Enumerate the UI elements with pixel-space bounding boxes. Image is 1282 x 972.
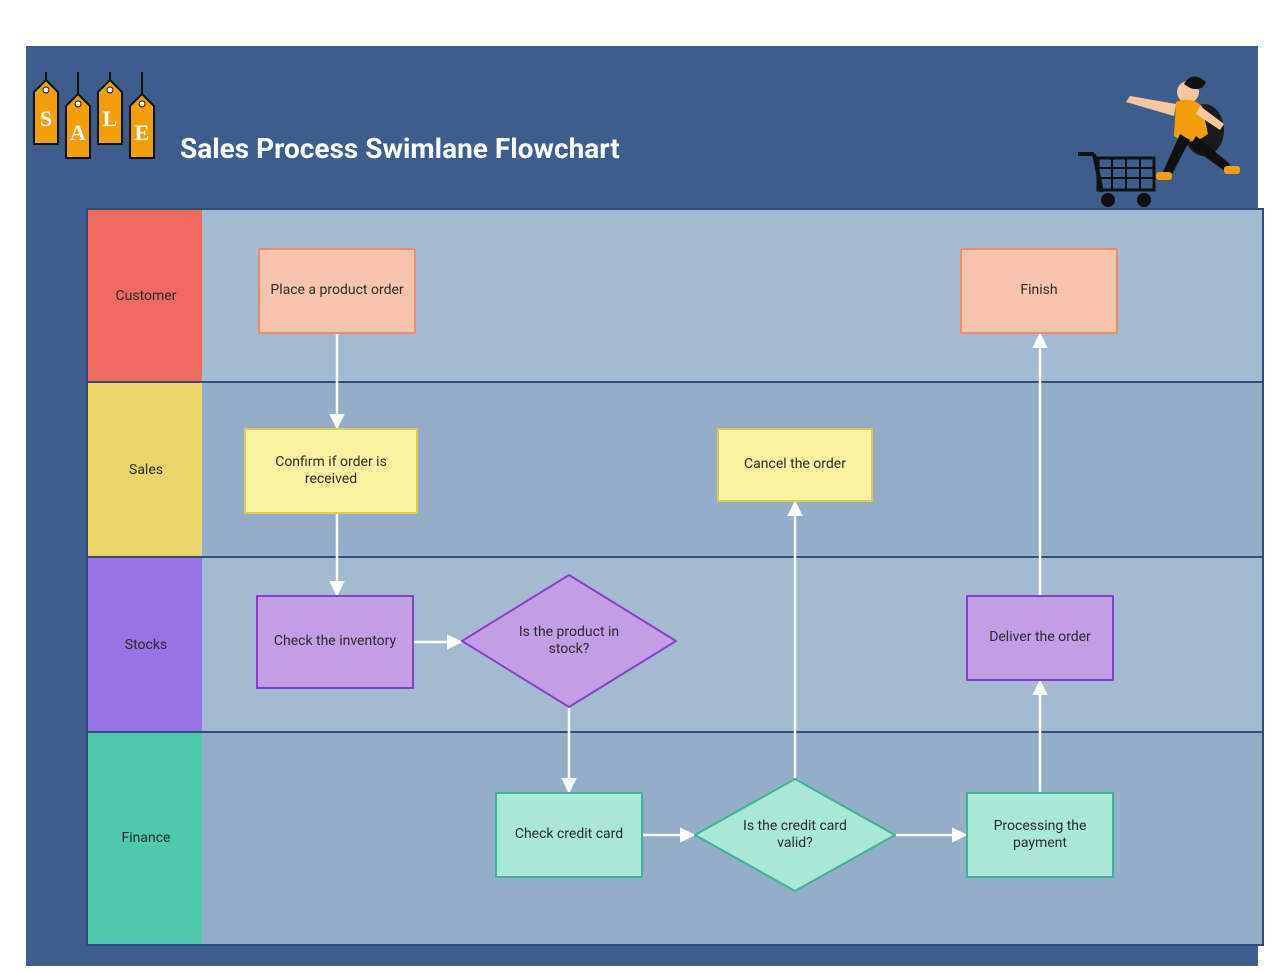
node-place: Place a product order	[258, 248, 416, 334]
svg-text:L: L	[103, 106, 118, 131]
lane-label-text: Stocks	[125, 637, 167, 655]
lane-label-stocks: Stocks	[86, 556, 204, 733]
node-instock: Is the product in stock?	[461, 574, 677, 708]
node-label: Processing the payment	[968, 814, 1112, 857]
lane-label-customer: Customer	[86, 208, 204, 383]
node-procpay: Processing the payment	[966, 792, 1114, 878]
node-label: Finish	[1014, 278, 1063, 304]
lane-label-text: Customer	[116, 288, 177, 306]
svg-text:S: S	[40, 106, 52, 131]
svg-text:A: A	[70, 120, 86, 145]
svg-text:E: E	[135, 120, 150, 145]
node-deliver: Deliver the order	[966, 595, 1114, 681]
lane-label-sales: Sales	[86, 381, 204, 558]
node-checkinv: Check the inventory	[256, 595, 414, 689]
node-label: Confirm if order is received	[246, 450, 416, 493]
node-label: Check the inventory	[268, 629, 402, 655]
node-finish: Finish	[960, 248, 1118, 334]
diagram-frame: Sales Process Swimlane Flowchart SALE Cust…	[26, 46, 1258, 966]
node-label: Check credit card	[509, 822, 629, 848]
node-cancel: Cancel the order	[717, 428, 873, 502]
shopper-cart-icon	[1072, 72, 1242, 212]
sale-tags-icon: SALE	[28, 72, 168, 182]
node-label: Deliver the order	[983, 625, 1097, 651]
lane-label-finance: Finance	[86, 731, 204, 946]
node-label: Is the product in stock?	[496, 620, 642, 663]
node-checkcc: Check credit card	[495, 792, 643, 878]
lane-label-text: Sales	[129, 462, 163, 480]
lane-label-text: Finance	[122, 830, 171, 848]
node-confirm: Confirm if order is received	[244, 428, 418, 514]
diagram-title: Sales Process Swimlane Flowchart	[180, 132, 620, 165]
node-label: Place a product order	[264, 278, 409, 304]
node-label: Is the credit card valid?	[726, 814, 863, 857]
node-label: Cancel the order	[738, 452, 852, 478]
node-ccvalid: Is the credit card valid?	[694, 778, 896, 892]
